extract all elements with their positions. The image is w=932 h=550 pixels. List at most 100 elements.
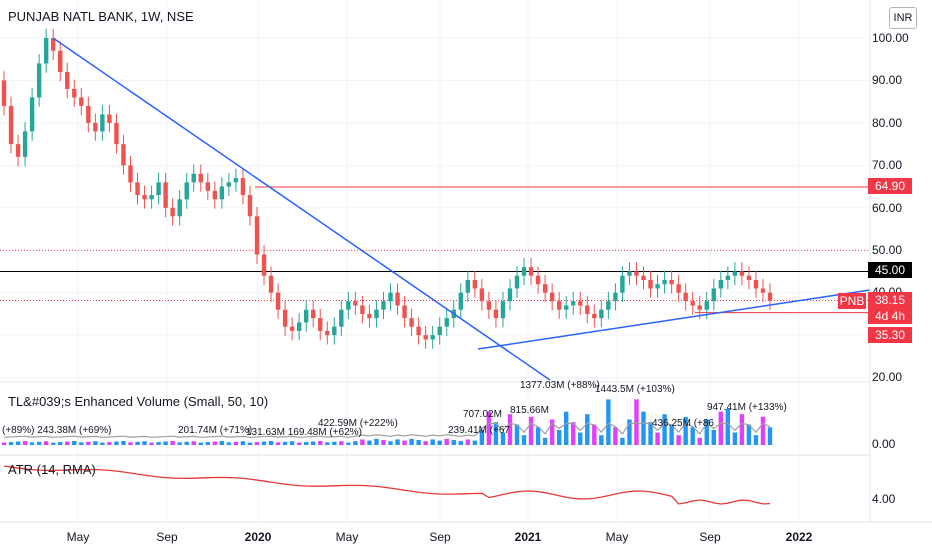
candle-body <box>613 292 618 302</box>
candle-body <box>739 271 745 276</box>
candle-body <box>353 301 358 306</box>
volume-indicator-label[interactable]: TL&#039;s Enhanced Volume (Small, 50, 10… <box>8 394 269 409</box>
candle-body <box>240 178 246 196</box>
candle-body <box>507 288 513 302</box>
time-axis-label: May <box>335 530 359 544</box>
volume-bar <box>29 442 35 445</box>
volume-bar <box>444 438 449 445</box>
volume-bar <box>549 419 555 445</box>
time-axis-label: May <box>66 530 90 544</box>
volume-bar <box>156 442 161 445</box>
volume-bar <box>753 435 759 445</box>
candle-body <box>388 292 393 302</box>
candle-body <box>746 275 752 280</box>
volume-bar <box>676 435 681 445</box>
candle-body <box>135 182 140 196</box>
volume-bar <box>170 440 175 445</box>
candle-body <box>767 292 773 301</box>
chart-title: PUNJAB NATL BANK, 1W, NSE <box>8 9 194 24</box>
price-tick: 20.00 <box>872 370 903 384</box>
volume-bar <box>50 442 56 445</box>
candle-body <box>542 284 548 293</box>
volume-bar <box>718 411 724 445</box>
candle-body <box>711 288 716 302</box>
volume-bar <box>655 432 660 445</box>
candle-body <box>381 301 386 310</box>
candle-body <box>458 292 463 310</box>
candle-body <box>247 195 253 217</box>
volume-bar <box>704 419 709 445</box>
candle-body <box>641 275 646 280</box>
volume-bar <box>542 437 548 445</box>
candle-body <box>535 275 541 285</box>
volume-bar <box>451 440 456 445</box>
volume-bar <box>746 424 752 445</box>
candle-body <box>100 114 105 132</box>
candle-body <box>29 97 35 132</box>
candle-body <box>163 182 168 208</box>
bar-countdown-badge: 4d 4h <box>868 308 912 324</box>
volume-bar <box>254 442 260 445</box>
volume-bar <box>472 440 478 445</box>
volume-bar <box>346 442 351 445</box>
volume-bar <box>430 439 435 445</box>
volume-bar <box>479 429 485 445</box>
candle-body <box>374 309 379 319</box>
candle-body <box>86 105 91 123</box>
volume-bar <box>739 414 745 445</box>
volume-bar <box>15 441 21 445</box>
candle-body <box>149 195 154 200</box>
volume-bar <box>177 442 182 445</box>
volume-average-line <box>3 422 771 438</box>
volume-bar <box>360 439 365 445</box>
volume-bar <box>627 419 632 445</box>
volume-bar <box>767 427 773 445</box>
candle-body <box>8 105 14 145</box>
candle-body <box>521 267 527 276</box>
volume-bar <box>296 442 302 445</box>
candle-body <box>261 254 267 276</box>
volume-bar <box>648 422 653 445</box>
volume-bar <box>493 422 499 445</box>
candle-body <box>282 309 288 327</box>
candle-body <box>585 305 590 314</box>
volume-bar <box>402 440 407 445</box>
volume-bars <box>1 399 773 445</box>
volume-bar <box>585 414 590 445</box>
volume-bar <box>128 442 133 445</box>
atr-indicator-label[interactable]: ATR (14, RMA) <box>8 462 96 477</box>
volume-bar <box>79 442 84 445</box>
volume-bar <box>458 441 463 445</box>
candle-body <box>556 301 562 310</box>
volume-bar <box>725 409 731 445</box>
candle-body <box>683 292 688 302</box>
candle-body <box>296 322 302 331</box>
atr-line <box>3 465 771 505</box>
candle-body <box>79 97 84 106</box>
volume-axis-tick: 0.00 <box>872 437 896 451</box>
candle-body <box>423 335 428 340</box>
volume-annotation: 131.63M 169.48M (+62%) <box>246 427 362 438</box>
volume-bar <box>641 411 646 445</box>
volume-bar <box>578 432 583 445</box>
candle-body <box>114 122 119 145</box>
downtrend-line[interactable] <box>52 37 551 381</box>
candle-body <box>690 301 695 306</box>
volume-bar <box>507 414 513 445</box>
volume-annotation: 201.74M (+71%) <box>178 425 253 436</box>
candle-body <box>627 271 632 276</box>
candle-body <box>107 114 112 123</box>
volume-bar <box>409 438 414 445</box>
candle-body <box>36 63 42 98</box>
volume-bar <box>760 416 766 445</box>
candle-body <box>592 313 597 319</box>
volume-bar <box>683 416 688 445</box>
volume-bar <box>65 441 70 445</box>
candle-body <box>93 122 98 132</box>
volume-bar <box>353 441 358 445</box>
candle-body <box>599 309 604 319</box>
uptrend-line[interactable] <box>477 289 871 350</box>
candle-body <box>205 182 210 191</box>
currency-button[interactable]: INR <box>889 7 917 29</box>
